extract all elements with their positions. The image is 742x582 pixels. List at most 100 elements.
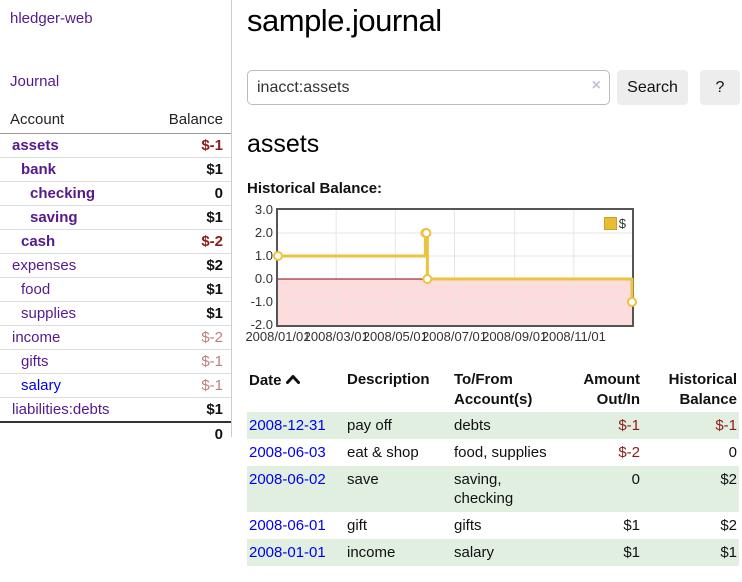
account-row: assets $-1	[0, 133, 231, 158]
transaction-amount: 0	[552, 466, 642, 512]
transaction-description: gift	[347, 517, 368, 534]
account-balance: $1	[143, 397, 231, 423]
transaction-amount: $1	[623, 517, 640, 534]
y-tick-label: 1.0	[254, 248, 273, 263]
x-tick-label: 2008/01/01	[245, 329, 311, 344]
column-description: Description	[347, 371, 430, 388]
y-tick-label: 2.0	[254, 225, 273, 240]
account-link-bank[interactable]: bank	[21, 161, 57, 178]
account-row: expenses $2	[0, 253, 231, 278]
account-balance: $1	[143, 157, 231, 182]
account-row: cash $-2	[0, 229, 231, 254]
account-row: saving $1	[0, 205, 231, 230]
account-link-income[interactable]: income	[12, 329, 61, 346]
transaction-balance: 0	[728, 444, 737, 461]
account-link-expenses[interactable]: expenses	[12, 257, 77, 274]
transaction-description: save	[345, 466, 452, 512]
column-historical-balance: Historical Balance	[668, 371, 737, 408]
accounts-column-account: Account	[0, 108, 144, 134]
sort-ascending-icon	[285, 370, 300, 390]
transaction-amount: $1	[552, 539, 642, 566]
account-heading: assets	[247, 130, 320, 158]
chart-canvas	[273, 210, 637, 325]
search-input[interactable]	[247, 70, 610, 105]
sidebar: hledger-web Journal Account Balance asse…	[0, 0, 232, 446]
transaction-description: pay off	[345, 412, 452, 439]
y-tick-label: 3.0	[254, 202, 273, 217]
transaction-row: 2008-06-02 save saving, checking 0 $2	[247, 466, 739, 512]
total-balance: 0	[143, 421, 231, 446]
search-form: × Search ?	[247, 70, 742, 105]
legend-label: $	[618, 216, 626, 231]
y-tick-label: -1.0	[250, 294, 273, 309]
chart-legend: $	[603, 216, 626, 231]
clear-search-icon[interactable]: ×	[591, 77, 601, 94]
transaction-balance: $2	[720, 517, 737, 534]
transaction-date-link[interactable]: 2008-06-03	[249, 444, 326, 461]
transaction-accounts: salary	[452, 539, 552, 566]
transaction-amount: $-2	[618, 444, 640, 461]
account-link-food[interactable]: food	[21, 281, 51, 298]
y-tick-label: 0.0	[254, 271, 273, 286]
transaction-accounts: saving, checking	[452, 466, 552, 512]
x-tick-label: 2008/09/01	[482, 329, 548, 344]
account-link-liabilities-debts[interactable]: liabilities:debts	[12, 401, 110, 418]
transactions-header-row: Date Description To/From Account(s) Amou…	[247, 368, 739, 412]
transaction-row: 2008-01-01 income salary $1 $1	[247, 539, 739, 566]
account-row: food $1	[0, 277, 231, 302]
x-tick-label: 2008/03/01	[303, 329, 369, 344]
account-row: income $-2	[0, 325, 231, 350]
account-link-salary[interactable]: salary	[21, 377, 62, 394]
account-link-checking[interactable]: checking	[30, 185, 96, 202]
transaction-description: eat & shop	[347, 444, 419, 461]
legend-swatch-icon	[603, 217, 617, 230]
account-link-gifts[interactable]: gifts	[21, 353, 49, 370]
chart-plot-area: $	[273, 208, 637, 327]
account-balance: $1	[143, 301, 231, 326]
app-brand-link[interactable]: hledger-web	[10, 10, 93, 27]
transaction-accounts: food, supplies	[454, 444, 547, 461]
account-row: bank $1	[0, 157, 231, 182]
transaction-date-link[interactable]: 2008-06-01	[249, 517, 326, 534]
account-balance: $1	[143, 205, 231, 230]
transaction-accounts: gifts	[454, 517, 482, 534]
transaction-accounts: debts	[452, 412, 552, 439]
transaction-description: income	[345, 539, 452, 566]
transaction-date-link[interactable]: 2008-06-02	[249, 471, 326, 488]
transaction-balance: $-1	[642, 412, 739, 439]
x-tick-label: 2008/07/01	[421, 329, 488, 344]
historical-balance-chart: 3.0 2.0 1.0 0.0 -1.0 -2.0 $ 2008/01/01 2008/03…	[245, 202, 742, 345]
search-button[interactable]: Search	[617, 70, 688, 105]
account-link-supplies[interactable]: supplies	[21, 305, 77, 322]
column-tofrom-accounts: To/From Account(s)	[454, 371, 533, 408]
transaction-row: 2008-06-01 gift gifts $1 $2	[247, 512, 739, 539]
accounts-column-balance: Balance	[143, 108, 231, 134]
account-link-assets[interactable]: assets	[12, 137, 59, 154]
account-link-saving[interactable]: saving	[30, 209, 78, 226]
account-balance: $-1	[143, 373, 231, 398]
account-balance: 0	[143, 181, 231, 206]
x-tick-label: 2008/05/01	[362, 329, 428, 344]
column-date[interactable]: Date	[247, 368, 345, 412]
transactions-table: Date Description To/From Account(s) Amou…	[247, 368, 739, 566]
transaction-date-link[interactable]: 2008-01-01	[249, 544, 326, 561]
account-link-cash[interactable]: cash	[21, 233, 56, 250]
account-row: salary $-1	[0, 373, 231, 398]
account-balance: $-2	[143, 229, 231, 254]
transaction-amount: $-1	[552, 412, 642, 439]
account-row: checking 0	[0, 181, 231, 206]
transaction-row: 2008-12-31 pay off debts $-1 $-1	[247, 412, 739, 439]
account-balance: $-1	[143, 133, 231, 158]
main-content: sample.journal × Search ? assets Histori…	[245, 0, 742, 566]
transaction-balance: $2	[642, 466, 739, 512]
account-row: supplies $1	[0, 301, 231, 326]
transaction-date-link[interactable]: 2008-12-31	[249, 417, 326, 434]
y-tick-label: -2.0	[250, 317, 273, 332]
account-balance: $-1	[143, 349, 231, 374]
accounts-table: Account Balance assets $-1 bank $1 checking 0…	[0, 108, 231, 446]
search-help-button[interactable]: ?	[700, 70, 740, 105]
page-title: sample.journal	[247, 3, 442, 38]
account-balance: $2	[143, 253, 231, 278]
sidebar-item-journal[interactable]: Journal	[10, 73, 60, 90]
transaction-row: 2008-06-03 eat & shop food, supplies $-2 0	[247, 439, 739, 466]
